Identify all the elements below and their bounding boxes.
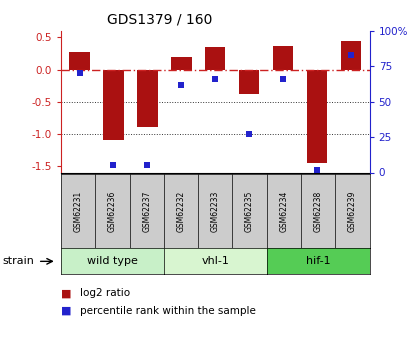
Text: GSM62232: GSM62232 (176, 191, 186, 232)
Bar (307, 70, 327, 163)
Text: GSM62235: GSM62235 (245, 191, 254, 232)
Text: GSM62238: GSM62238 (314, 191, 323, 232)
Bar (239, 70, 259, 94)
Bar (341, 41, 361, 70)
Text: percentile rank within the sample: percentile rank within the sample (80, 306, 256, 315)
Text: GSM62237: GSM62237 (142, 191, 151, 232)
Text: GSM62239: GSM62239 (348, 191, 357, 232)
Bar (171, 57, 192, 70)
Bar (205, 47, 226, 70)
Bar (69, 52, 90, 70)
Text: strain: strain (2, 256, 34, 266)
Text: GSM62233: GSM62233 (211, 191, 220, 232)
Text: GSM62234: GSM62234 (279, 191, 289, 232)
Text: log2 ratio: log2 ratio (80, 288, 130, 298)
Text: GSM62231: GSM62231 (74, 191, 83, 232)
Text: GDS1379 / 160: GDS1379 / 160 (107, 12, 212, 26)
Text: GSM62236: GSM62236 (108, 191, 117, 232)
Bar (103, 70, 123, 140)
Text: ■: ■ (61, 288, 71, 298)
Text: hif-1: hif-1 (306, 256, 331, 266)
Text: ■: ■ (61, 306, 71, 315)
Bar (137, 70, 158, 128)
Text: wild type: wild type (87, 256, 138, 266)
Bar (273, 46, 293, 70)
Text: vhl-1: vhl-1 (201, 256, 229, 266)
